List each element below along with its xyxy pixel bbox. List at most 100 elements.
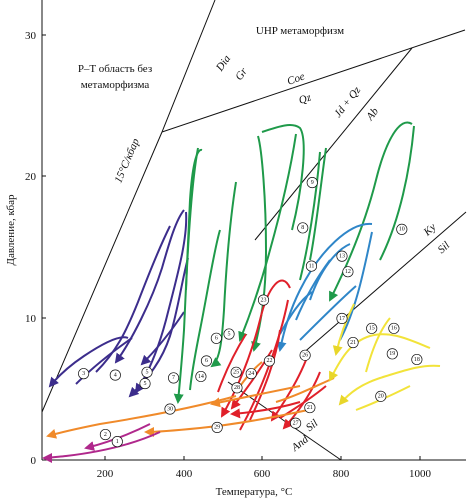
y-tick-label: 20	[25, 171, 37, 183]
yellow-paths	[329, 303, 441, 411]
pt-path	[189, 229, 221, 391]
path-marker-circle	[396, 223, 408, 235]
pt-path	[338, 364, 441, 406]
path-marker-circle	[195, 370, 207, 383]
path-marker-circle	[257, 294, 270, 306]
path-marker-label: 18	[414, 357, 420, 363]
path-marker-circle	[299, 349, 311, 361]
path-marker-label: 26	[302, 353, 308, 359]
pt-path	[230, 401, 301, 419]
path-marker-circle	[109, 369, 121, 381]
path-marker-circle	[366, 322, 378, 334]
pt-path	[95, 225, 171, 373]
path-marker-label: 16	[391, 326, 397, 332]
x-tick-label: 400	[176, 468, 193, 480]
path-marker-label: 21	[307, 405, 313, 411]
pt-path	[279, 291, 313, 335]
pt-path	[210, 385, 301, 408]
path-marker-circle	[336, 250, 348, 262]
path-marker-label: 1	[116, 439, 119, 445]
x-tick-label: 800	[333, 468, 350, 480]
path-marker-circle	[305, 260, 318, 272]
qz-label: Qz	[297, 91, 313, 107]
sil-label: Sil	[436, 239, 453, 256]
path-marker-label: 27	[293, 421, 299, 427]
x-tick-label: 1000	[409, 468, 432, 480]
path-marker-label: 14	[198, 374, 204, 380]
path-marker-label: 25	[233, 370, 239, 376]
path-marker-label: 20	[378, 394, 384, 400]
gradient-line	[41, 131, 163, 413]
x-ticks	[104, 456, 421, 460]
y-ticks	[42, 34, 46, 461]
magenta-paths	[42, 423, 161, 463]
y-tick-label: 30	[25, 30, 37, 42]
path-marker-label: 6	[215, 336, 218, 342]
path-marker-circle	[139, 378, 151, 390]
pt-path	[276, 222, 373, 352]
path-marker-label: 22	[266, 358, 272, 364]
x-tick-label: 600	[254, 468, 271, 480]
x-axis-title: Температура, °C	[216, 486, 293, 498]
path-marker-circle	[230, 366, 242, 378]
path-marker-circle	[231, 382, 243, 394]
pt-path	[210, 181, 237, 368]
path-marker-label: 13	[339, 253, 345, 259]
coe-label: Coe	[286, 70, 307, 87]
path-marker-circle	[164, 403, 176, 415]
path-marker-circle	[111, 436, 123, 448]
pt-path	[329, 121, 413, 302]
path-marker-label: 17	[339, 316, 345, 322]
path-marker-label: 19	[389, 351, 395, 357]
pt-path	[270, 359, 307, 422]
path-marker-circle	[168, 372, 180, 384]
no-metamorphism-label: метаморфизма	[81, 79, 150, 91]
path-marker-label: 30	[167, 406, 173, 412]
and-label: And	[289, 433, 312, 454]
ky-label: Ky	[421, 221, 439, 239]
pt-path	[261, 124, 305, 231]
pt-path	[140, 311, 185, 366]
path-marker-circle	[388, 322, 400, 334]
path-marker-label: 8	[301, 225, 304, 231]
path-marker-circle	[411, 353, 423, 366]
path-marker-label: 24	[248, 371, 254, 377]
path-marker-circle	[347, 336, 359, 349]
path-marker-label: 5	[146, 370, 149, 376]
y-axis-title: Давление, кбар	[5, 194, 17, 266]
axes-frame	[41, 0, 466, 461]
path-marker-circle	[386, 348, 398, 360]
path-marker-label: 23	[261, 297, 267, 303]
gr-label: Gr	[233, 65, 250, 82]
ab-label: Ab	[364, 105, 382, 123]
path-marker-label: 5	[144, 381, 147, 387]
path-marker-label: 5	[228, 331, 231, 337]
pt-path	[238, 133, 297, 342]
dia-gr-line	[161, 0, 216, 133]
path-marker-circle	[342, 266, 354, 278]
path-marker-label: 12	[345, 269, 351, 275]
path-marker-circle	[245, 368, 257, 380]
path-marker-label: 21	[350, 340, 356, 346]
path-marker-label: 9	[311, 180, 314, 186]
pt-path	[309, 147, 327, 261]
path-marker-circle	[297, 222, 309, 234]
path-marker-label: 2	[104, 432, 107, 438]
path-marker-label: 6	[205, 358, 208, 364]
y-tick-label: 10	[25, 313, 37, 325]
path-marker-label: 10	[399, 227, 405, 233]
sil-label: Sil	[304, 417, 321, 434]
blue-paths	[276, 222, 373, 352]
purple-paths	[48, 209, 189, 398]
pt-path	[173, 149, 203, 404]
pt-path	[75, 337, 133, 385]
pt-path	[42, 431, 161, 463]
path-marker-circle	[336, 312, 348, 325]
pt-path	[46, 395, 237, 439]
pt-path	[48, 336, 129, 388]
path-marker-circle	[200, 355, 212, 367]
jd-qz-label: Jd + Qz	[332, 84, 364, 120]
pt-path	[332, 303, 355, 356]
coe-qz-line	[161, 29, 466, 133]
